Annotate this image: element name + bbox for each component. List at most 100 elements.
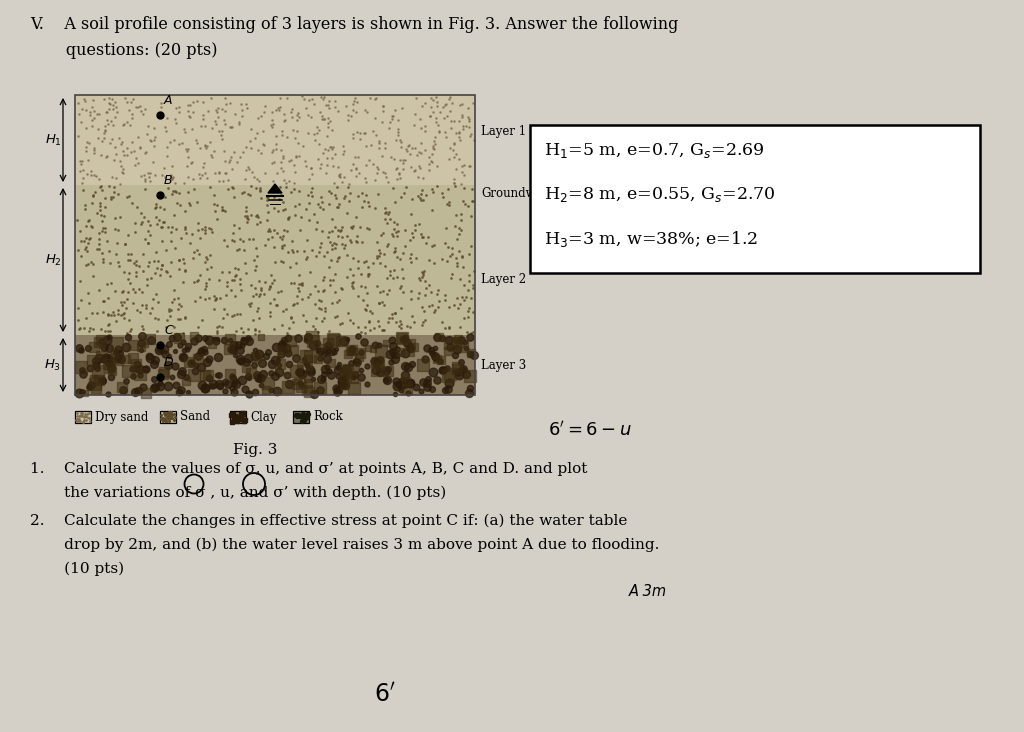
Point (272, 255, 289, 266)
Point (327, 190, 343, 201)
Point (260, 190, 276, 202)
Point (115, 163, 131, 175)
Point (230, 116, 247, 128)
Point (90, 284, 106, 296)
Point (378, 374, 394, 386)
Point (429, 100, 445, 112)
Point (359, 195, 376, 207)
Point (274, 231, 291, 242)
Point (110, 237, 126, 249)
Point (388, 250, 404, 262)
Point (222, 154, 239, 165)
Point (283, 335, 299, 346)
Point (172, 199, 188, 211)
Point (141, 134, 158, 146)
Point (336, 379, 352, 391)
Point (377, 260, 393, 272)
Point (125, 283, 141, 294)
Point (335, 377, 351, 389)
Point (290, 409, 306, 421)
Point (158, 415, 174, 427)
Point (234, 110, 251, 122)
Point (96, 226, 113, 238)
Text: $H_2$: $H_2$ (45, 253, 61, 268)
Point (209, 325, 225, 337)
Point (241, 163, 257, 175)
Point (373, 345, 389, 356)
Point (407, 342, 423, 354)
Point (136, 176, 153, 187)
Point (96, 325, 113, 337)
Point (331, 198, 347, 209)
Point (75, 184, 91, 196)
Point (214, 103, 230, 115)
Bar (75, 95, 475, 185)
Point (281, 211, 297, 223)
Point (217, 92, 233, 104)
Point (173, 138, 189, 149)
Point (436, 100, 453, 111)
Point (369, 356, 385, 367)
Point (462, 370, 478, 381)
Point (239, 210, 255, 222)
Point (334, 221, 350, 233)
Point (138, 146, 155, 157)
Point (206, 333, 222, 345)
Point (345, 129, 361, 141)
Point (417, 97, 433, 108)
Point (251, 175, 267, 187)
Point (377, 214, 393, 225)
Point (156, 367, 172, 378)
Point (417, 145, 433, 157)
Point (101, 97, 118, 109)
Point (428, 112, 444, 124)
Point (361, 92, 378, 104)
Point (402, 285, 419, 296)
Point (146, 268, 163, 280)
Point (326, 237, 342, 249)
Point (94, 307, 111, 318)
Point (392, 134, 409, 146)
Point (347, 212, 364, 223)
Point (309, 153, 326, 165)
Point (198, 332, 214, 344)
Point (191, 143, 208, 154)
Point (276, 114, 293, 126)
Point (422, 111, 438, 122)
Point (161, 408, 177, 420)
Point (225, 219, 242, 231)
Point (309, 337, 326, 348)
Point (170, 106, 186, 118)
Point (376, 248, 392, 260)
Point (178, 227, 195, 239)
Point (146, 202, 163, 214)
Point (86, 169, 102, 181)
Point (160, 381, 176, 392)
Point (225, 235, 242, 247)
Point (95, 376, 112, 387)
Point (440, 334, 457, 346)
Text: Groundwater: Groundwater (481, 187, 560, 200)
Text: H$_1$=5 m, e=0.7, G$_s$=2.69: H$_1$=5 m, e=0.7, G$_s$=2.69 (544, 141, 765, 160)
Point (424, 204, 440, 216)
Point (462, 381, 478, 393)
Point (116, 312, 132, 324)
Point (336, 242, 352, 254)
Point (379, 374, 395, 386)
Point (273, 285, 290, 296)
Point (423, 285, 439, 297)
Point (455, 195, 471, 207)
Point (388, 219, 404, 231)
Point (154, 169, 170, 181)
Point (432, 106, 449, 118)
Point (225, 340, 242, 352)
Point (163, 411, 179, 423)
Point (377, 167, 393, 179)
Point (438, 198, 455, 209)
Point (132, 143, 148, 154)
Point (232, 98, 249, 110)
Point (297, 155, 313, 167)
Point (202, 334, 218, 346)
Point (119, 293, 135, 305)
Point (248, 182, 264, 193)
